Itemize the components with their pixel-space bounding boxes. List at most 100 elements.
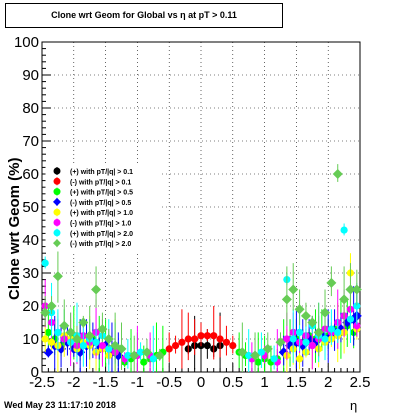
legend-label: (+) with pT/|q| > 0.1 — [70, 169, 133, 176]
legend-marker — [53, 197, 61, 206]
legend-marker — [53, 177, 61, 185]
data-point — [41, 259, 49, 267]
data-point — [237, 347, 248, 358]
data-point — [351, 284, 362, 295]
data-point — [353, 322, 361, 330]
data-point — [124, 351, 132, 360]
y-tick-label: 0 — [31, 364, 39, 381]
data-point — [184, 335, 192, 343]
data-point — [203, 342, 211, 350]
legend-label: (+) with pT/|q| > 0.5 — [70, 190, 133, 197]
data-point — [98, 342, 107, 350]
data-point — [313, 327, 324, 338]
x-tick-label: 1.5 — [286, 374, 307, 391]
data-point — [136, 348, 145, 356]
data-point — [229, 342, 237, 350]
legend-label: (-) with pT/|q| > 1.0 — [70, 221, 131, 228]
data-point — [97, 324, 108, 335]
x-tick-label: -2 — [67, 374, 80, 391]
data-point — [116, 343, 127, 354]
y-tick-label: 10 — [22, 331, 39, 348]
data-point — [105, 345, 113, 353]
data-point — [300, 310, 311, 321]
data-point — [295, 328, 304, 336]
data-point — [140, 358, 148, 366]
data-point — [41, 335, 49, 343]
data-point — [103, 334, 114, 344]
data-point — [43, 347, 54, 358]
data-point — [222, 338, 231, 346]
legend-label: (-) with pT/|q| > 0.1 — [70, 179, 131, 186]
x-tick-label: -0.5 — [156, 374, 182, 391]
x-tick-label: -1 — [131, 374, 144, 391]
data-point — [307, 317, 318, 328]
chart-title-box: Clone wrt Geom for Global vs η at pT > 0… — [5, 3, 283, 28]
data-point — [340, 226, 348, 234]
chart-title: Clone wrt Geom for Global vs η at pT > 0… — [51, 10, 237, 20]
data-point — [308, 342, 316, 350]
data-point — [326, 277, 337, 288]
data-point — [44, 328, 52, 336]
data-point — [339, 294, 350, 305]
x-tick-label: -1.5 — [93, 374, 119, 391]
y-tick-label: 80 — [22, 100, 39, 117]
data-point — [129, 350, 140, 361]
data-point — [191, 335, 199, 343]
x-tick-label: 1 — [260, 374, 268, 391]
data-point — [203, 332, 211, 340]
data-point — [320, 307, 331, 318]
y-tick-label: 40 — [22, 232, 39, 249]
x-tick-label: 0 — [197, 374, 205, 391]
legend-label: (-) with pT/|q| > 0.5 — [70, 200, 131, 207]
data-point — [250, 350, 261, 361]
x-tick-label: -2.5 — [29, 374, 55, 391]
data-point — [270, 355, 278, 363]
data-point — [345, 284, 356, 295]
y-tick-label: 60 — [22, 166, 39, 183]
data-point — [262, 343, 273, 354]
data-point — [46, 301, 57, 311]
data-point — [334, 328, 342, 336]
y-tick-label: 30 — [22, 265, 39, 282]
data-point — [321, 335, 329, 343]
legend-box — [45, 164, 161, 252]
data-point — [52, 271, 63, 282]
data-point — [84, 330, 95, 341]
x-tick-label: 2 — [324, 374, 332, 391]
x-axis-label: η — [350, 398, 358, 413]
data-point — [40, 307, 51, 318]
data-point — [295, 355, 304, 363]
legend-marker — [53, 239, 61, 248]
y-tick-label: 20 — [22, 298, 39, 315]
legend-marker — [53, 167, 61, 175]
timestamp-footer: Wed May 23 11:17:10 2018 — [4, 400, 116, 410]
data-point — [283, 335, 291, 343]
y-tick-label: 100 — [14, 34, 39, 51]
data-point — [78, 317, 89, 328]
legend-marker — [53, 208, 61, 216]
data-point — [327, 325, 335, 333]
data-point — [59, 320, 70, 331]
data-point — [92, 338, 100, 346]
data-point — [294, 304, 305, 315]
data-point — [257, 348, 266, 356]
legend-marker — [53, 229, 61, 237]
data-point — [254, 358, 262, 366]
data-point — [210, 332, 218, 340]
data-point — [289, 335, 297, 343]
data-point — [54, 328, 62, 336]
data-point — [288, 284, 299, 295]
legend-marker — [53, 188, 61, 196]
data-point — [65, 327, 76, 338]
data-point — [149, 355, 157, 363]
data-point — [346, 315, 355, 323]
data-point — [353, 302, 361, 310]
data-point — [165, 345, 173, 353]
data-point — [47, 338, 56, 346]
data-point — [281, 294, 292, 305]
x-tick-label: 0.5 — [222, 374, 243, 391]
data-point — [302, 338, 310, 346]
data-point — [91, 284, 102, 295]
data-point — [79, 342, 87, 350]
